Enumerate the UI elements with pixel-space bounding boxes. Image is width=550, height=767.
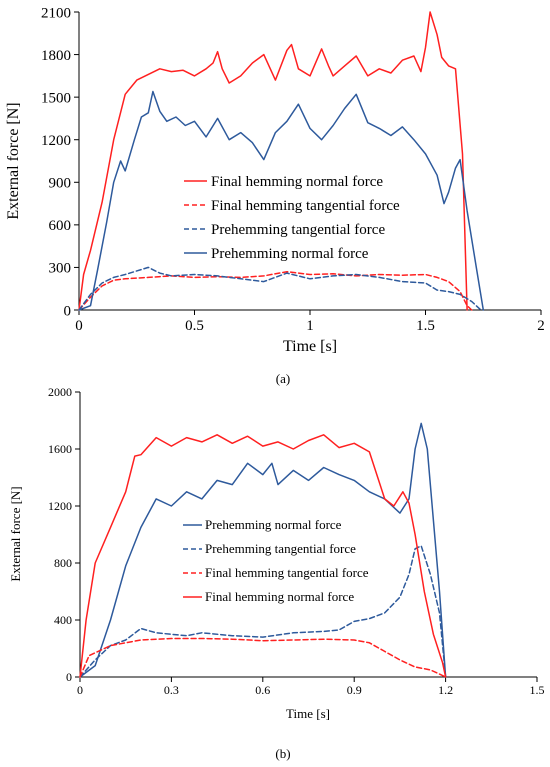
y-tick-label: 2100 <box>41 5 71 21</box>
x-tick-label: 1 <box>306 318 314 334</box>
series-line <box>78 270 473 311</box>
x-tick-label: 1.2 <box>438 683 453 697</box>
legend-label: Prehemming normal force <box>211 246 369 262</box>
y-tick-label: 0 <box>66 670 72 684</box>
series-line <box>78 90 485 311</box>
legend-label: Prehemming tangential force <box>205 541 356 556</box>
panel-a-x-ticks: 0 0.5 1 1.5 2 <box>75 310 545 334</box>
x-tick-label: 1.5 <box>530 683 545 697</box>
panel-b-ylabel: External force [N] <box>8 486 23 581</box>
y-tick-label: 1200 <box>41 133 71 149</box>
series-line <box>78 11 468 311</box>
series-line <box>79 422 447 678</box>
panel-b-xlabel: Time [s] <box>286 706 330 721</box>
legend-item: Prehemming normal force <box>184 246 369 262</box>
x-tick-label: 1.5 <box>416 318 435 334</box>
legend-item: Final hemming normal force <box>184 174 383 190</box>
y-tick-label: 1200 <box>48 499 72 513</box>
legend-item: Final hemming tangential force <box>183 565 369 580</box>
panel-a-ylabel: External force [N] <box>5 102 22 219</box>
y-tick-label: 1500 <box>41 90 71 106</box>
y-tick-label: 1800 <box>41 48 71 64</box>
y-tick-label: 400 <box>54 613 72 627</box>
series-line <box>78 266 482 311</box>
x-tick-label: 0 <box>77 683 83 697</box>
x-tick-label: 2 <box>537 318 545 334</box>
y-tick-label: 0 <box>64 303 72 319</box>
x-tick-label: 0.9 <box>347 683 362 697</box>
panel-a-xlabel: Time [s] <box>283 338 337 355</box>
panel-a-legend: Final hemming normal force Final hemming… <box>184 174 400 262</box>
legend-item: Prehemming tangential force <box>183 541 356 556</box>
legend-label: Final hemming normal force <box>205 589 354 604</box>
legend-item: Final hemming normal force <box>183 589 354 604</box>
y-tick-label: 800 <box>54 556 72 570</box>
legend-label: Prehemming tangential force <box>211 222 385 238</box>
legend-item: Prehemming tangential force <box>184 222 385 238</box>
panel-b-x-ticks: 0 0.3 0.6 0.9 1.2 1.5 <box>77 677 545 697</box>
panel-a-caption: (a) <box>276 371 290 386</box>
panel-a-y-ticks: 0 300 600 900 1200 1500 1800 2100 <box>41 5 79 319</box>
legend-label: Final hemming tangential force <box>211 198 400 214</box>
legend-label: Prehemming normal force <box>205 517 342 532</box>
y-tick-label: 300 <box>49 261 72 277</box>
legend-item: Prehemming normal force <box>183 517 342 532</box>
series-line <box>79 434 447 678</box>
legend-label: Final hemming tangential force <box>205 565 369 580</box>
panel-a: 0 300 600 900 1200 1500 1800 2100 0 0.5 1 1.5 2 Tim… <box>5 5 545 386</box>
y-tick-label: 1600 <box>48 442 72 456</box>
x-tick-label: 0.3 <box>164 683 179 697</box>
series-line <box>79 637 447 678</box>
panel-b-caption: (b) <box>275 746 290 761</box>
x-tick-label: 0.6 <box>255 683 270 697</box>
panel-a-series <box>78 11 485 311</box>
series-line <box>79 545 447 678</box>
panel-a-plot-area: 0 300 600 900 1200 1500 1800 2100 0 0.5 1 1.5 2 <box>41 5 545 334</box>
legend-label: Final hemming normal force <box>211 174 383 190</box>
panel-b: 0 400 800 1200 1600 2000 0 0.3 0.6 0.9 1.2 1.5 Tim… <box>8 385 545 761</box>
x-tick-label: 0 <box>75 318 83 334</box>
x-tick-label: 0.5 <box>185 318 204 334</box>
y-tick-label: 600 <box>49 218 72 234</box>
panel-b-series <box>79 422 447 678</box>
panel-b-plot-area: 0 400 800 1200 1600 2000 0 0.3 0.6 0.9 1.2 1.5 <box>48 385 545 697</box>
panel-b-y-ticks: 0 400 800 1200 1600 2000 <box>48 385 80 684</box>
legend-item: Final hemming tangential force <box>184 198 400 214</box>
y-tick-label: 900 <box>49 176 72 192</box>
panel-b-legend: Prehemming normal force Prehemming tange… <box>183 517 369 604</box>
y-tick-label: 2000 <box>48 385 72 399</box>
